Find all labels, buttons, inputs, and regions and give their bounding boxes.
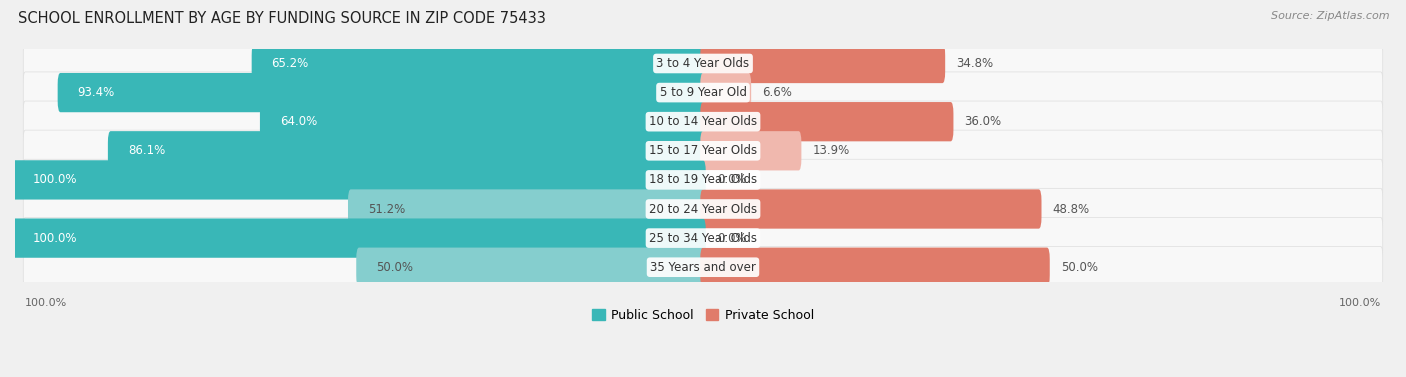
FancyBboxPatch shape	[700, 248, 1050, 287]
FancyBboxPatch shape	[700, 102, 953, 141]
FancyBboxPatch shape	[24, 218, 1382, 259]
Text: SCHOOL ENROLLMENT BY AGE BY FUNDING SOURCE IN ZIP CODE 75433: SCHOOL ENROLLMENT BY AGE BY FUNDING SOUR…	[18, 11, 546, 26]
FancyBboxPatch shape	[24, 43, 1382, 84]
Text: 10 to 14 Year Olds: 10 to 14 Year Olds	[650, 115, 756, 128]
Text: 35 Years and over: 35 Years and over	[650, 261, 756, 274]
Text: 51.2%: 51.2%	[368, 202, 405, 216]
Text: 15 to 17 Year Olds: 15 to 17 Year Olds	[650, 144, 756, 157]
FancyBboxPatch shape	[24, 188, 1382, 230]
Text: 20 to 24 Year Olds: 20 to 24 Year Olds	[650, 202, 756, 216]
Text: 86.1%: 86.1%	[128, 144, 165, 157]
Text: 100.0%: 100.0%	[25, 298, 67, 308]
FancyBboxPatch shape	[24, 72, 1382, 113]
Text: 3 to 4 Year Olds: 3 to 4 Year Olds	[657, 57, 749, 70]
FancyBboxPatch shape	[700, 131, 801, 170]
FancyBboxPatch shape	[24, 101, 1382, 143]
FancyBboxPatch shape	[24, 130, 1382, 172]
FancyBboxPatch shape	[13, 160, 706, 199]
Text: 64.0%: 64.0%	[280, 115, 318, 128]
FancyBboxPatch shape	[356, 248, 706, 287]
FancyBboxPatch shape	[700, 189, 1042, 228]
Text: 100.0%: 100.0%	[1339, 298, 1381, 308]
Text: 65.2%: 65.2%	[271, 57, 309, 70]
FancyBboxPatch shape	[700, 73, 751, 112]
Text: 0.0%: 0.0%	[717, 231, 747, 245]
FancyBboxPatch shape	[260, 102, 706, 141]
Text: 100.0%: 100.0%	[32, 173, 77, 186]
FancyBboxPatch shape	[13, 218, 706, 258]
FancyBboxPatch shape	[108, 131, 706, 170]
FancyBboxPatch shape	[252, 44, 706, 83]
Text: 5 to 9 Year Old: 5 to 9 Year Old	[659, 86, 747, 99]
Text: 93.4%: 93.4%	[77, 86, 115, 99]
FancyBboxPatch shape	[58, 73, 706, 112]
Text: 18 to 19 Year Olds: 18 to 19 Year Olds	[650, 173, 756, 186]
Text: 34.8%: 34.8%	[956, 57, 993, 70]
Text: 50.0%: 50.0%	[377, 261, 413, 274]
Text: 6.6%: 6.6%	[762, 86, 792, 99]
Text: 25 to 34 Year Olds: 25 to 34 Year Olds	[650, 231, 756, 245]
Text: 13.9%: 13.9%	[813, 144, 849, 157]
Text: 48.8%: 48.8%	[1053, 202, 1090, 216]
Legend: Public School, Private School: Public School, Private School	[588, 304, 818, 327]
Text: 50.0%: 50.0%	[1060, 261, 1098, 274]
Text: 36.0%: 36.0%	[965, 115, 1001, 128]
FancyBboxPatch shape	[24, 247, 1382, 288]
FancyBboxPatch shape	[700, 44, 945, 83]
Text: 0.0%: 0.0%	[717, 173, 747, 186]
FancyBboxPatch shape	[24, 159, 1382, 201]
Text: Source: ZipAtlas.com: Source: ZipAtlas.com	[1271, 11, 1389, 21]
Text: 100.0%: 100.0%	[32, 231, 77, 245]
FancyBboxPatch shape	[349, 189, 706, 228]
